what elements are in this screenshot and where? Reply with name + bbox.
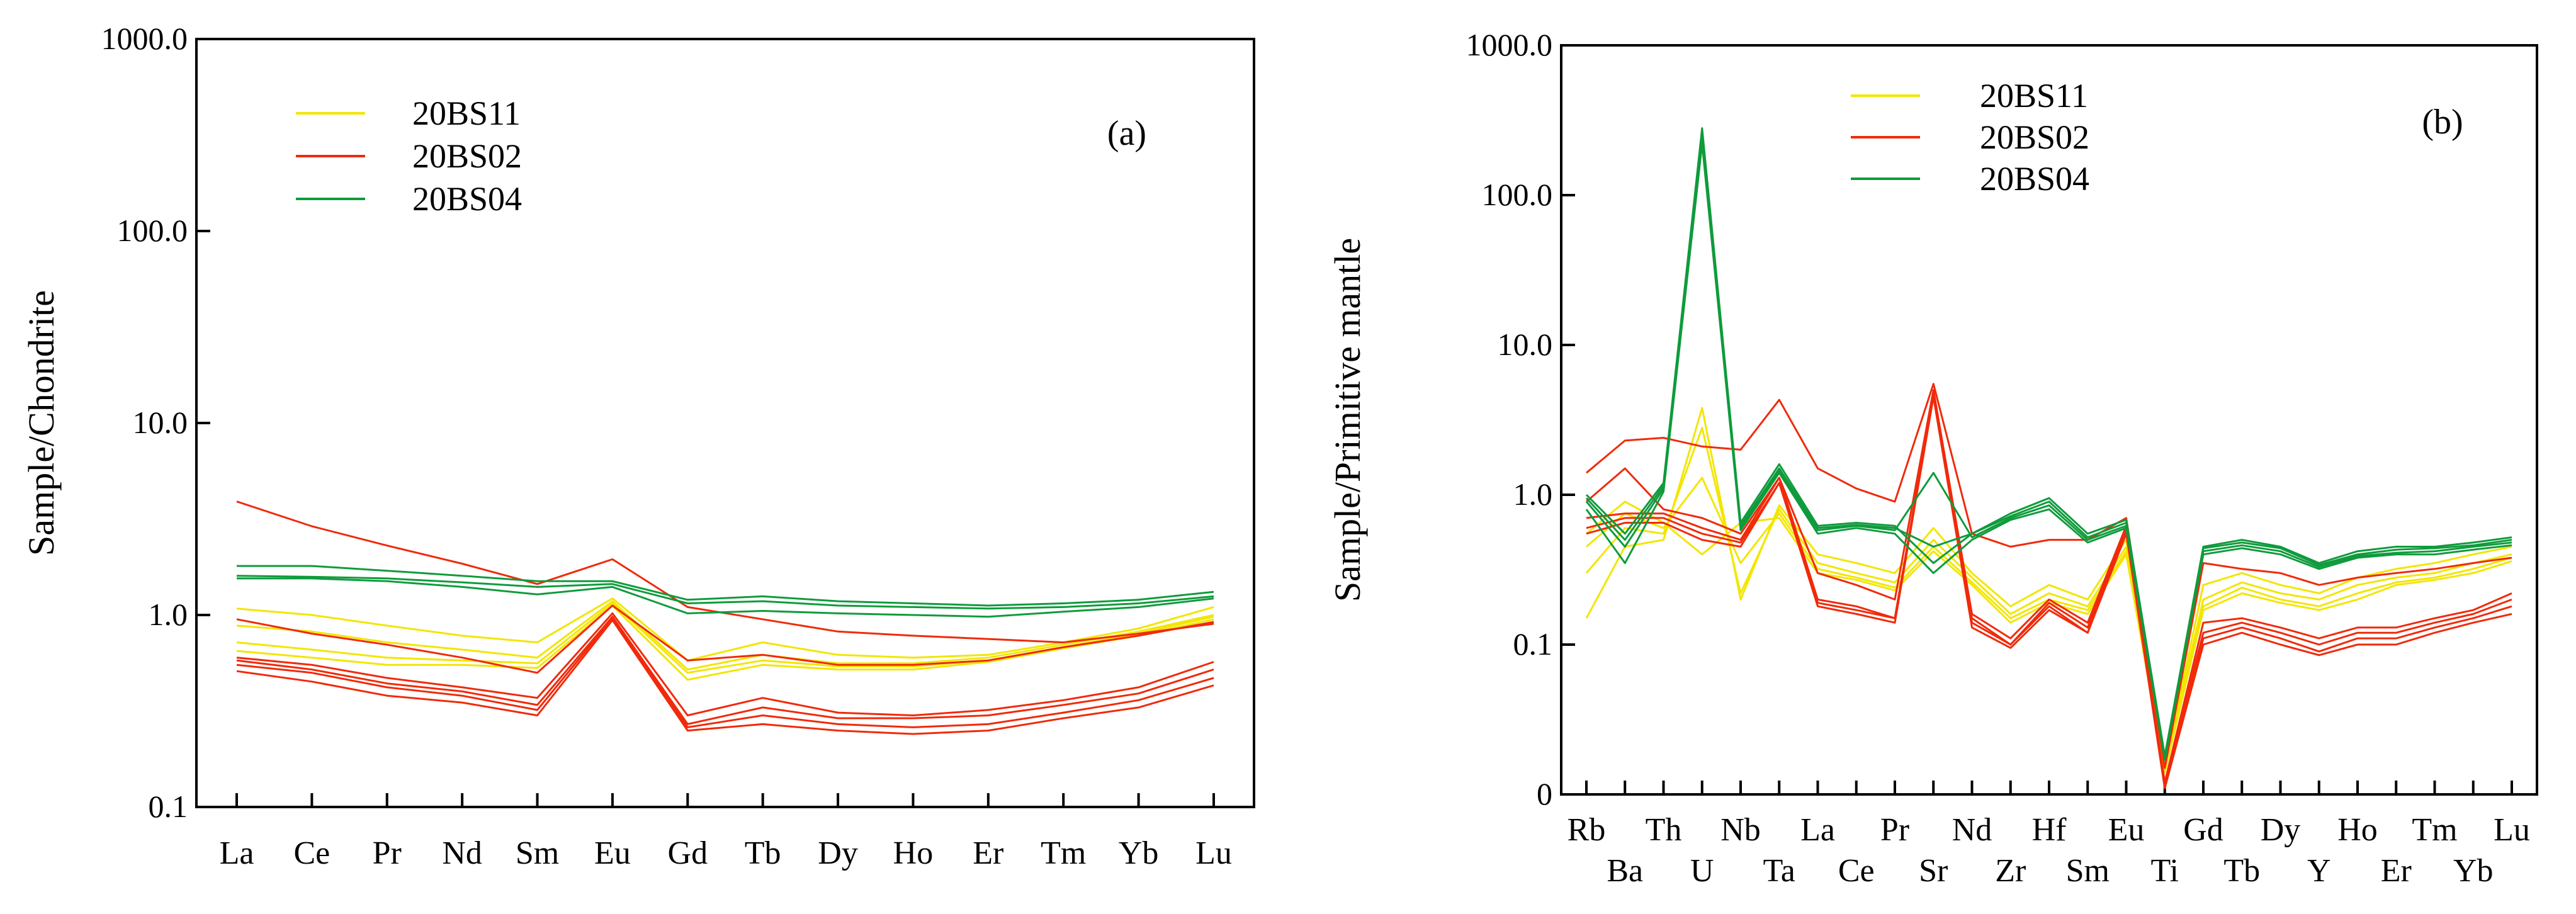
x-tick-label-pr: Pr <box>373 835 402 871</box>
x-tick-label-tm: Tm <box>2412 812 2457 848</box>
x-tick-label-th: Th <box>1646 812 1682 848</box>
series-line-20bs11-1 <box>236 597 1214 662</box>
x-tick-label-yb: Yb <box>1119 835 1159 871</box>
x-tick-label-pr: Pr <box>1880 812 1909 848</box>
series-line-20bs02-10 <box>236 619 1214 735</box>
y-tick-label-100-0: 100.0 <box>117 213 188 248</box>
legend-label-20bs11-a: 20BS11 <box>412 94 521 132</box>
x-tick-label-eu: Eu <box>2108 812 2145 848</box>
x-tick-label-dy: Dy <box>2261 812 2301 848</box>
legend-label-20bs04-a: 20BS04 <box>412 180 522 218</box>
series-line-20bs11-4 <box>1586 500 2512 774</box>
series-line-20bs04-13 <box>237 577 1214 618</box>
series-line-20bs02-7 <box>236 612 1214 716</box>
x-tick-label-ba: Ba <box>1607 853 1643 889</box>
y-tick-label-0-1: 0.1 <box>149 789 188 824</box>
y-tick-label-10-0: 10.0 <box>133 405 188 440</box>
y-tick-label-1000-0: 1000.0 <box>1466 27 1553 62</box>
x-tick-label-tb: Tb <box>2223 853 2260 889</box>
legend-a: 20BS11 20BS02 20BS04 <box>296 94 522 218</box>
legend-label-20bs02-b: 20BS02 <box>1980 118 2089 156</box>
y-axis-title-a: Sample/Chondrite <box>21 290 62 556</box>
legend-label-20bs04-b: 20BS04 <box>1980 160 2089 198</box>
series-line-20bs04-13 <box>1585 143 2512 761</box>
series-line-20bs02-6 <box>1586 389 2512 784</box>
x-tick-label-sm: Sm <box>516 835 559 871</box>
series-line-20bs02-5 <box>1586 383 2512 769</box>
legend-b: 20BS11 20BS02 20BS04 <box>1851 77 2089 198</box>
x-tick-label-ho: Ho <box>893 835 934 871</box>
y-tick-label-100-0: 100.0 <box>1482 177 1553 212</box>
x-tick-label-nd: Nd <box>1952 812 1992 848</box>
x-tick-label-sr: Sr <box>1919 853 1948 889</box>
x-tick-label-zr: Zr <box>1995 853 2026 889</box>
x-tick-label-rb: Rb <box>1568 812 1606 848</box>
y-tick-label-1-0: 1.0 <box>149 597 188 632</box>
panel-label-a: (a) <box>1107 114 1146 153</box>
x-tick-label-eu: Eu <box>594 835 631 871</box>
x-tick-label-gd: Gd <box>2183 812 2223 848</box>
x-tick-label-tb: Tb <box>745 835 781 871</box>
series-line-20bs04-10 <box>1585 127 2512 757</box>
y-axis-ticks-b: 0 0.1 1.0 10.0 100.0 1000.0 <box>1466 27 1575 811</box>
x-tick-label-lu: Lu <box>1195 835 1232 871</box>
series-line-20bs02-7 <box>1586 392 2512 784</box>
y-tick-label-0-1: 0.1 <box>1513 626 1553 662</box>
y-tick-label-0: 0 <box>1537 776 1552 811</box>
legend-label-20bs11-b: 20BS11 <box>1980 77 2088 115</box>
y-tick-label-1000-0: 1000.0 <box>101 21 188 56</box>
panel-label-b: (b) <box>2422 103 2463 142</box>
x-tick-label-er: Er <box>973 835 1003 871</box>
plot-frame-b <box>1560 44 2538 796</box>
series-line-20bs04-11 <box>237 565 1214 607</box>
x-tick-label-hf: Hf <box>2032 812 2067 848</box>
x-tick-label-lu: Lu <box>2494 812 2530 848</box>
y-tick-label-10-0: 10.0 <box>1498 327 1553 362</box>
x-tick-label-la: La <box>220 835 254 871</box>
x-tick-label-ta: Ta <box>1763 853 1795 889</box>
series-line-20bs02-5 <box>236 500 1214 643</box>
x-tick-label-nb: Nb <box>1720 812 1761 848</box>
series-lines-a <box>236 500 1214 735</box>
x-axis-ticks-a: La Ce Pr Nd Sm Eu Gd Tb Dy Ho Er Tm Yb Lu <box>220 793 1232 871</box>
series-line-20bs04-11 <box>1585 132 2512 757</box>
series-line-20bs11-2 <box>1585 427 2512 769</box>
x-tick-label-y: Y <box>2307 853 2331 889</box>
series-line-20bs02-6 <box>236 604 1214 674</box>
x-tick-label-la: La <box>1800 812 1835 848</box>
plot-frame-a <box>195 38 1255 808</box>
x-tick-label-u: U <box>1690 853 1714 889</box>
series-line-20bs02-8 <box>1586 394 2512 789</box>
x-tick-label-ce: Ce <box>294 835 330 871</box>
series-line-20bs02-9 <box>236 617 1214 728</box>
series-line-20bs04-12 <box>236 575 1214 610</box>
y-axis-ticks-a: 0.1 1.0 10.0 100.0 1000.0 <box>101 21 210 824</box>
x-tick-label-dy: Dy <box>818 835 858 871</box>
x-tick-label-sm: Sm <box>2066 853 2110 889</box>
series-lines-b <box>1585 127 2512 789</box>
x-tick-label-ti: Ti <box>2151 853 2179 889</box>
series-line-20bs02-8 <box>236 616 1214 725</box>
x-tick-label-nd: Nd <box>442 835 482 871</box>
chart-panel-a: 0.1 1.0 10.0 100.0 1000.0 La Ce Pr Nd Sm Eu Gd Tb Dy… <box>21 21 1255 871</box>
x-tick-label-tm: Tm <box>1041 835 1086 871</box>
series-line-20bs11-2 <box>236 600 1214 671</box>
x-tick-label-gd: Gd <box>668 835 708 871</box>
series-line-20bs02-9 <box>1586 396 2512 789</box>
x-tick-label-yb: Yb <box>2453 853 2494 889</box>
y-axis-title-b: Sample/Primitive mantle <box>1327 238 1368 602</box>
legend-label-20bs02-a: 20BS02 <box>412 137 522 175</box>
x-tick-label-er: Er <box>2381 853 2412 889</box>
series-line-20bs11-4 <box>236 604 1214 681</box>
x-tick-label-ce: Ce <box>1838 853 1875 889</box>
x-tick-label-ho: Ho <box>2337 812 2378 848</box>
chart-panel-b: 0 0.1 1.0 10.0 100.0 1000.0 RbBaThUNbTaLaCePr… <box>1327 27 2538 889</box>
y-tick-label-1-0: 1.0 <box>1513 477 1553 512</box>
